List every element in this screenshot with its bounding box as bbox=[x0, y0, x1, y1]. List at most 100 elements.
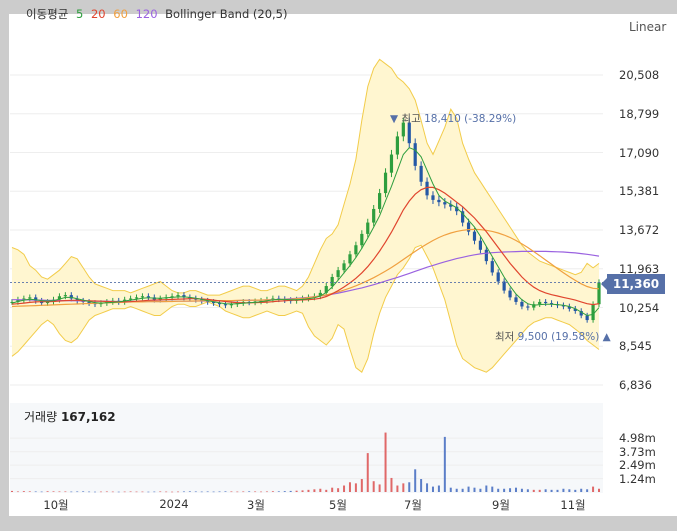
candle-body bbox=[544, 301, 548, 304]
candle-body bbox=[472, 231, 477, 241]
candle-body bbox=[561, 305, 566, 307]
candle-body bbox=[449, 204, 453, 207]
volume-bar bbox=[485, 485, 488, 492]
price-tick-label: 10,254 bbox=[619, 300, 660, 315]
candle-body bbox=[182, 295, 186, 298]
volume-bar bbox=[598, 488, 600, 492]
time-tick-label: 11월 bbox=[560, 498, 586, 512]
high-annotation: ▼ 최고 18,410 (-38.29%) bbox=[390, 111, 516, 126]
volume-bar bbox=[532, 489, 535, 492]
ma20-legend: 20 bbox=[90, 7, 106, 21]
volume-tick-label: 1.24m bbox=[619, 471, 656, 486]
volume-bar bbox=[491, 486, 494, 492]
volume-bar bbox=[58, 491, 61, 493]
volume-bar bbox=[443, 436, 446, 492]
candle-body bbox=[597, 282, 601, 305]
volume-bar bbox=[313, 489, 316, 492]
candle-body bbox=[69, 295, 73, 299]
low-label: 최저 bbox=[495, 331, 515, 343]
candle-body bbox=[466, 222, 471, 232]
candle-body bbox=[360, 233, 364, 246]
current-price-badge: 11,360 bbox=[607, 274, 665, 294]
ma5-line bbox=[11, 147, 600, 317]
candle-body bbox=[419, 165, 423, 182]
candle-body bbox=[211, 301, 216, 304]
candle-body bbox=[87, 301, 91, 304]
candle-body bbox=[188, 297, 192, 299]
candle-body bbox=[538, 301, 542, 305]
volume-bar bbox=[331, 487, 334, 492]
bollinger-legend: Bollinger Band (20,5) bbox=[165, 7, 288, 21]
ma120-legend: 120 bbox=[135, 7, 158, 21]
volume-bar bbox=[46, 491, 49, 492]
volume-bar bbox=[277, 491, 280, 492]
volume-bar bbox=[467, 486, 470, 492]
volume-bar bbox=[384, 432, 387, 492]
candle-body bbox=[271, 298, 275, 300]
volume-bar bbox=[348, 482, 351, 492]
candle-body bbox=[229, 304, 233, 306]
candle-body bbox=[378, 193, 382, 209]
volume-bar bbox=[76, 491, 79, 493]
candle-body bbox=[22, 298, 26, 300]
volume-bar bbox=[396, 485, 399, 492]
candle-body bbox=[63, 295, 67, 297]
current-price-pointer bbox=[601, 278, 607, 290]
candle-body bbox=[407, 122, 411, 144]
volume-bar bbox=[461, 488, 464, 492]
volume-bar bbox=[70, 491, 73, 493]
candle-body bbox=[176, 295, 180, 297]
candle-body bbox=[28, 297, 32, 299]
candle-body bbox=[366, 222, 370, 234]
volume-bar bbox=[64, 491, 67, 493]
volume-bar bbox=[372, 481, 375, 492]
volume-bar bbox=[105, 491, 108, 493]
volume-bar bbox=[230, 491, 233, 493]
candle-body bbox=[395, 136, 400, 155]
candle-body bbox=[579, 310, 583, 316]
volume-tick-label: 2.49m bbox=[619, 458, 656, 473]
candle-body bbox=[10, 301, 14, 303]
scale-toggle-button[interactable]: Linear bbox=[629, 20, 667, 34]
candle-body bbox=[324, 286, 328, 293]
volume-bar bbox=[568, 489, 571, 492]
time-tick-label: 7월 bbox=[404, 498, 422, 512]
candle-body bbox=[526, 306, 530, 308]
price-tick-label: 20,508 bbox=[619, 68, 660, 82]
price-tick-label: 8,545 bbox=[619, 339, 652, 354]
volume-bar bbox=[503, 488, 506, 492]
volume-bar bbox=[283, 491, 286, 492]
price-tick-label: 11,963 bbox=[619, 261, 660, 276]
volume-bar bbox=[325, 489, 328, 492]
volume-bar bbox=[88, 491, 91, 493]
candle-body bbox=[496, 272, 500, 282]
volume-bar bbox=[159, 491, 162, 493]
time-tick-label: 3월 bbox=[247, 498, 265, 512]
volume-bar bbox=[254, 491, 257, 493]
candle-body bbox=[455, 206, 459, 212]
volume-bar bbox=[141, 491, 144, 493]
volume-bar bbox=[556, 489, 559, 492]
price-tick-label: 17,090 bbox=[619, 145, 660, 160]
volume-bar bbox=[307, 489, 310, 492]
volume-bar bbox=[99, 491, 102, 493]
volume-bar bbox=[135, 491, 138, 493]
volume-bar bbox=[586, 489, 589, 492]
candle-body bbox=[383, 172, 388, 194]
low-value: 9,500 (19.58%) bbox=[517, 331, 600, 343]
volume-bar bbox=[52, 491, 55, 492]
candle-body bbox=[75, 298, 79, 301]
volume-bar bbox=[402, 483, 405, 492]
volume-bar bbox=[562, 488, 565, 492]
volume-bar bbox=[295, 490, 298, 492]
volume-bar bbox=[188, 491, 191, 492]
time-tick-label: 2024 bbox=[159, 497, 189, 511]
volume-bar bbox=[473, 487, 476, 492]
volume-bar bbox=[420, 479, 423, 492]
volume-bar bbox=[271, 491, 274, 492]
candle-body bbox=[461, 211, 465, 223]
volume-bar bbox=[319, 488, 322, 492]
ma5-legend: 5 bbox=[75, 7, 84, 21]
volume-bar bbox=[343, 485, 346, 492]
